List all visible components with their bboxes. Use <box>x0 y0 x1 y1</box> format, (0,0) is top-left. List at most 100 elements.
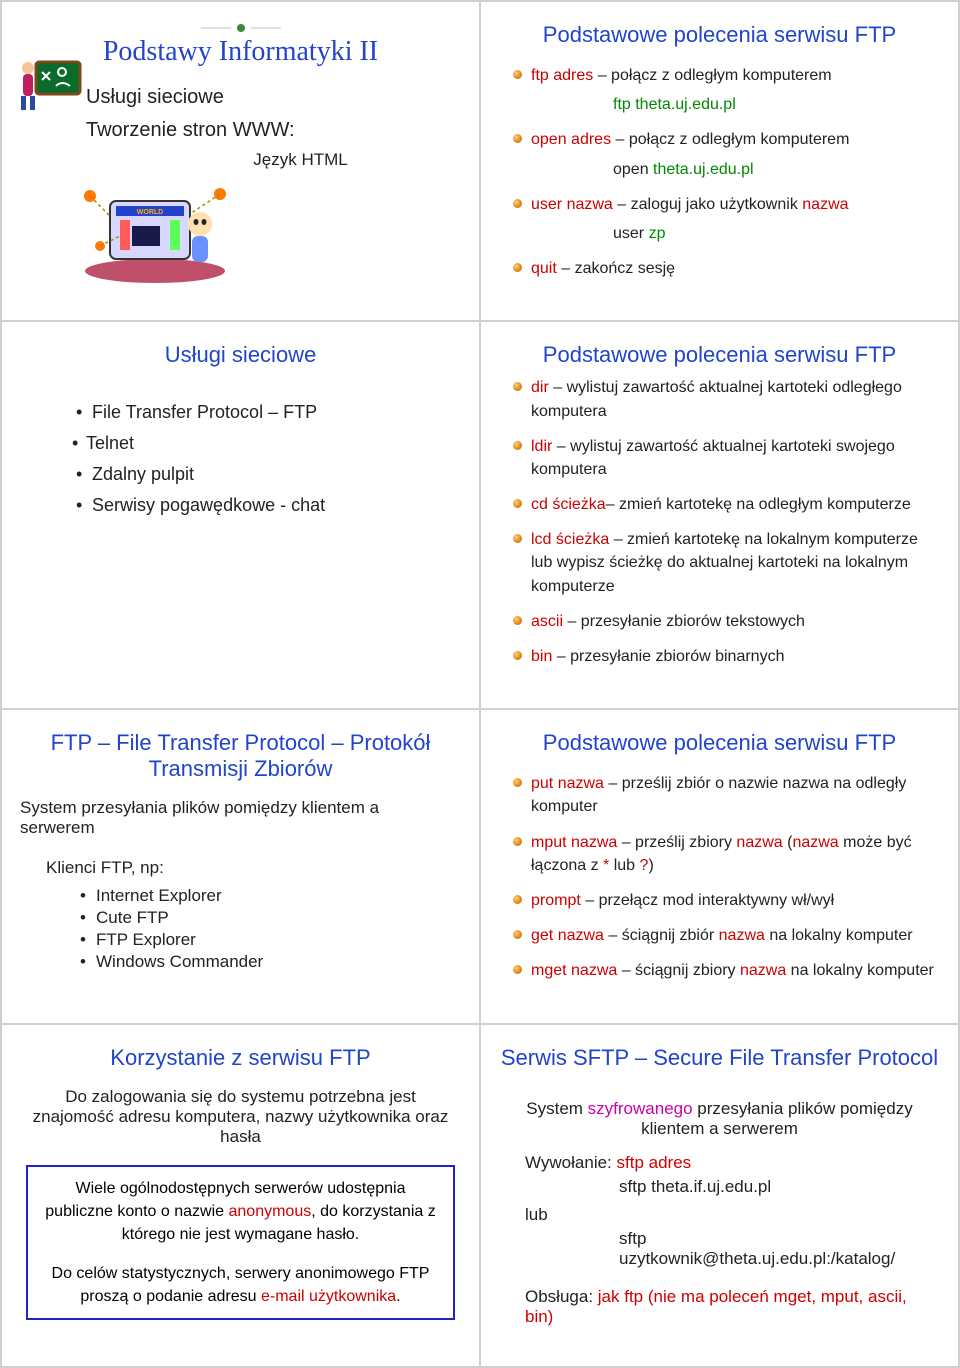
slide-4-1-title: Korzystanie z serwisu FTP <box>20 1045 461 1071</box>
clients-label: Klienci FTP, np: <box>46 858 461 878</box>
slide-1-1-sub2: Tworzenie stron WWW: <box>86 119 461 142</box>
slide-2-2-list: dir – wylistuj zawartość aktualnej karto… <box>499 376 940 668</box>
list-item: put nazwa – prześlij zbiór o nazwie nazw… <box>513 772 940 818</box>
list-item: bin – przesyłanie zbiorów binarnych <box>513 645 940 668</box>
slide-4-2-p1: System szyfrowanego przesyłania plików p… <box>509 1099 930 1139</box>
box-p1: Wiele ogólnodostępnych serwerów udostępn… <box>40 1177 441 1247</box>
ex-a: user <box>613 225 649 242</box>
slide-2-2: Podstawowe polecenia serwisu FTP dir – w… <box>480 321 959 709</box>
slide-grid: Podstawy Informatyki II Usługi sieciowe … <box>0 0 960 1368</box>
list-item: Internet Explorer <box>80 886 461 906</box>
kw: e-mail użytkownika <box>261 1288 396 1305</box>
slide-3-1-title: FTP – File Transfer Protocol – Protokół … <box>20 730 461 782</box>
slide-3-1-desc: System przesyłania plików pomiędzy klien… <box>20 798 451 838</box>
slide-3-2-title: Podstawowe polecenia serwisu FTP <box>499 730 940 756</box>
list-item: lcd ścieżka – zmień kartotekę na lokalny… <box>513 528 940 598</box>
list-item: user nazwa – zaloguj jako użytkownik naz… <box>513 193 940 245</box>
slide-4-1: Korzystanie z serwisu FTP Do zalogowania… <box>1 1024 480 1368</box>
svg-text:WORLD: WORLD <box>137 209 163 216</box>
slide-2-2-title: Podstawowe polecenia serwisu FTP <box>499 342 940 368</box>
ornament-icon <box>201 22 281 34</box>
cmd: ftp adres <box>531 67 593 84</box>
ex-b: theta.uj.edu.pl <box>653 161 754 178</box>
list-item: Zdalny pulpit <box>76 464 461 485</box>
list-item: Cute FTP <box>80 908 461 928</box>
desc: – przełącz mod interaktywny wł/wył <box>581 892 834 909</box>
arg: nazwa <box>736 834 782 851</box>
cmd: cd ścieżka <box>531 496 606 513</box>
ex-a: open <box>613 161 653 178</box>
desc: – połącz z odległym komputerem <box>593 67 831 84</box>
call-line: Wywołanie: sftp adres <box>525 1153 914 1173</box>
t: Obsługa: <box>525 1287 598 1306</box>
cmd: user nazwa <box>531 196 613 213</box>
t: na lokalny komputer <box>765 927 913 944</box>
t: Wywołanie: <box>525 1153 617 1172</box>
t: – ściągnij zbiór <box>604 927 719 944</box>
arg: nazwa <box>719 927 765 944</box>
t: System <box>526 1099 587 1118</box>
list-item: get nazwa – ściągnij zbiór nazwa na loka… <box>513 924 940 947</box>
t: – prześlij zbiory <box>617 834 736 851</box>
desc: – zmień kartotekę na odległym komputerze <box>606 496 911 513</box>
arg: nazwa <box>792 834 838 851</box>
slide-1-2-list: ftp adres – połącz z odległym komputerem… <box>499 64 940 280</box>
slide-1-1-sub1: Usługi sieciowe <box>86 86 461 109</box>
list-item: quit – zakończ sesję <box>513 257 940 280</box>
list-item: ftp adres – połącz z odległym komputerem… <box>513 64 940 116</box>
list-item: open adres – połącz z odległym komputere… <box>513 128 940 180</box>
slide-1-1-sub3: Język HTML <box>140 150 461 170</box>
cmd: put nazwa <box>531 775 604 792</box>
t: ) <box>648 857 653 874</box>
slide-3-1: FTP – File Transfer Protocol – Protokół … <box>1 709 480 1023</box>
kw: szyfrowanego <box>588 1099 693 1118</box>
desc: – przesyłanie zbiorów binarnych <box>552 648 784 665</box>
cmd: open adres <box>531 131 611 148</box>
desc: – połącz z odległym komputerem <box>611 131 849 148</box>
desc: – przesyłanie zbiorów tekstowych <box>563 613 805 630</box>
t: . <box>396 1288 400 1305</box>
cmd: quit <box>531 260 557 277</box>
list-item: FTP Explorer <box>80 930 461 950</box>
desc: – zakończ sesję <box>557 260 675 277</box>
slide-4-2-title: Serwis SFTP – Secure File Transfer Proto… <box>499 1045 940 1071</box>
cmd: mput nazwa <box>531 834 617 851</box>
slide-2-1-title: Usługi sieciowe <box>20 342 461 368</box>
clients-list: Internet Explorer Cute FTP FTP Explorer … <box>80 886 461 972</box>
t: – ściągnij zbiory <box>617 962 740 979</box>
handling-line: Obsługa: jak ftp (nie ma poleceń mget, m… <box>525 1287 914 1327</box>
list-item: Windows Commander <box>80 952 461 972</box>
slide-3-2-list: put nazwa – prześlij zbiór o nazwie nazw… <box>499 772 940 982</box>
or-label: lub <box>525 1205 914 1225</box>
example-2: sftp uzytkownik@theta.uj.edu.pl:/katalog… <box>619 1229 914 1269</box>
slide-3-2: Podstawowe polecenia serwisu FTP put naz… <box>480 709 959 1023</box>
teacher-chalkboard-icon <box>18 58 88 118</box>
list-item: prompt – przełącz mod interaktywny wł/wy… <box>513 889 940 912</box>
example-1: sftp theta.if.uj.edu.pl <box>619 1177 914 1197</box>
t: ( <box>783 834 793 851</box>
world-wide-web-icon: WORLD <box>70 176 240 286</box>
cmd: sftp adres <box>617 1153 692 1172</box>
list-item: mget nazwa – ściągnij zbiory nazwa na lo… <box>513 959 940 982</box>
slide-1-2: Podstawowe polecenia serwisu FTP ftp adr… <box>480 1 959 321</box>
slide-1-2-title: Podstawowe polecenia serwisu FTP <box>499 22 940 48</box>
anonymous-box: Wiele ogólnodostępnych serwerów udostępn… <box>26 1165 455 1321</box>
slide-2-1: Usługi sieciowe File Transfer Protocol –… <box>1 321 480 709</box>
example: open theta.uj.edu.pl <box>613 158 940 181</box>
cmd: bin <box>531 648 552 665</box>
arg: nazwa <box>802 196 848 213</box>
cmd: mget nazwa <box>531 962 617 979</box>
box-p2: Do celów statystycznych, serwery anonimo… <box>40 1262 441 1308</box>
list-item: ldir – wylistuj zawartość aktualnej kart… <box>513 435 940 481</box>
slide-2-1-list: File Transfer Protocol – FTP Telnet Zdal… <box>76 402 461 516</box>
desc: – wylistuj zawartość aktualnej kartoteki… <box>531 379 902 419</box>
list-item: dir – wylistuj zawartość aktualnej karto… <box>513 376 940 422</box>
slide-1-1: Podstawy Informatyki II Usługi sieciowe … <box>1 1 480 321</box>
desc: – wylistuj zawartość aktualnej kartoteki… <box>531 438 895 478</box>
arg: nazwa <box>740 962 786 979</box>
t: na lokalny komputer <box>786 962 934 979</box>
cmd: prompt <box>531 892 581 909</box>
list-item: mput nazwa – prześlij zbiory nazwa (nazw… <box>513 831 940 877</box>
cmd: lcd ścieżka <box>531 531 609 548</box>
cmd: ascii <box>531 613 563 630</box>
